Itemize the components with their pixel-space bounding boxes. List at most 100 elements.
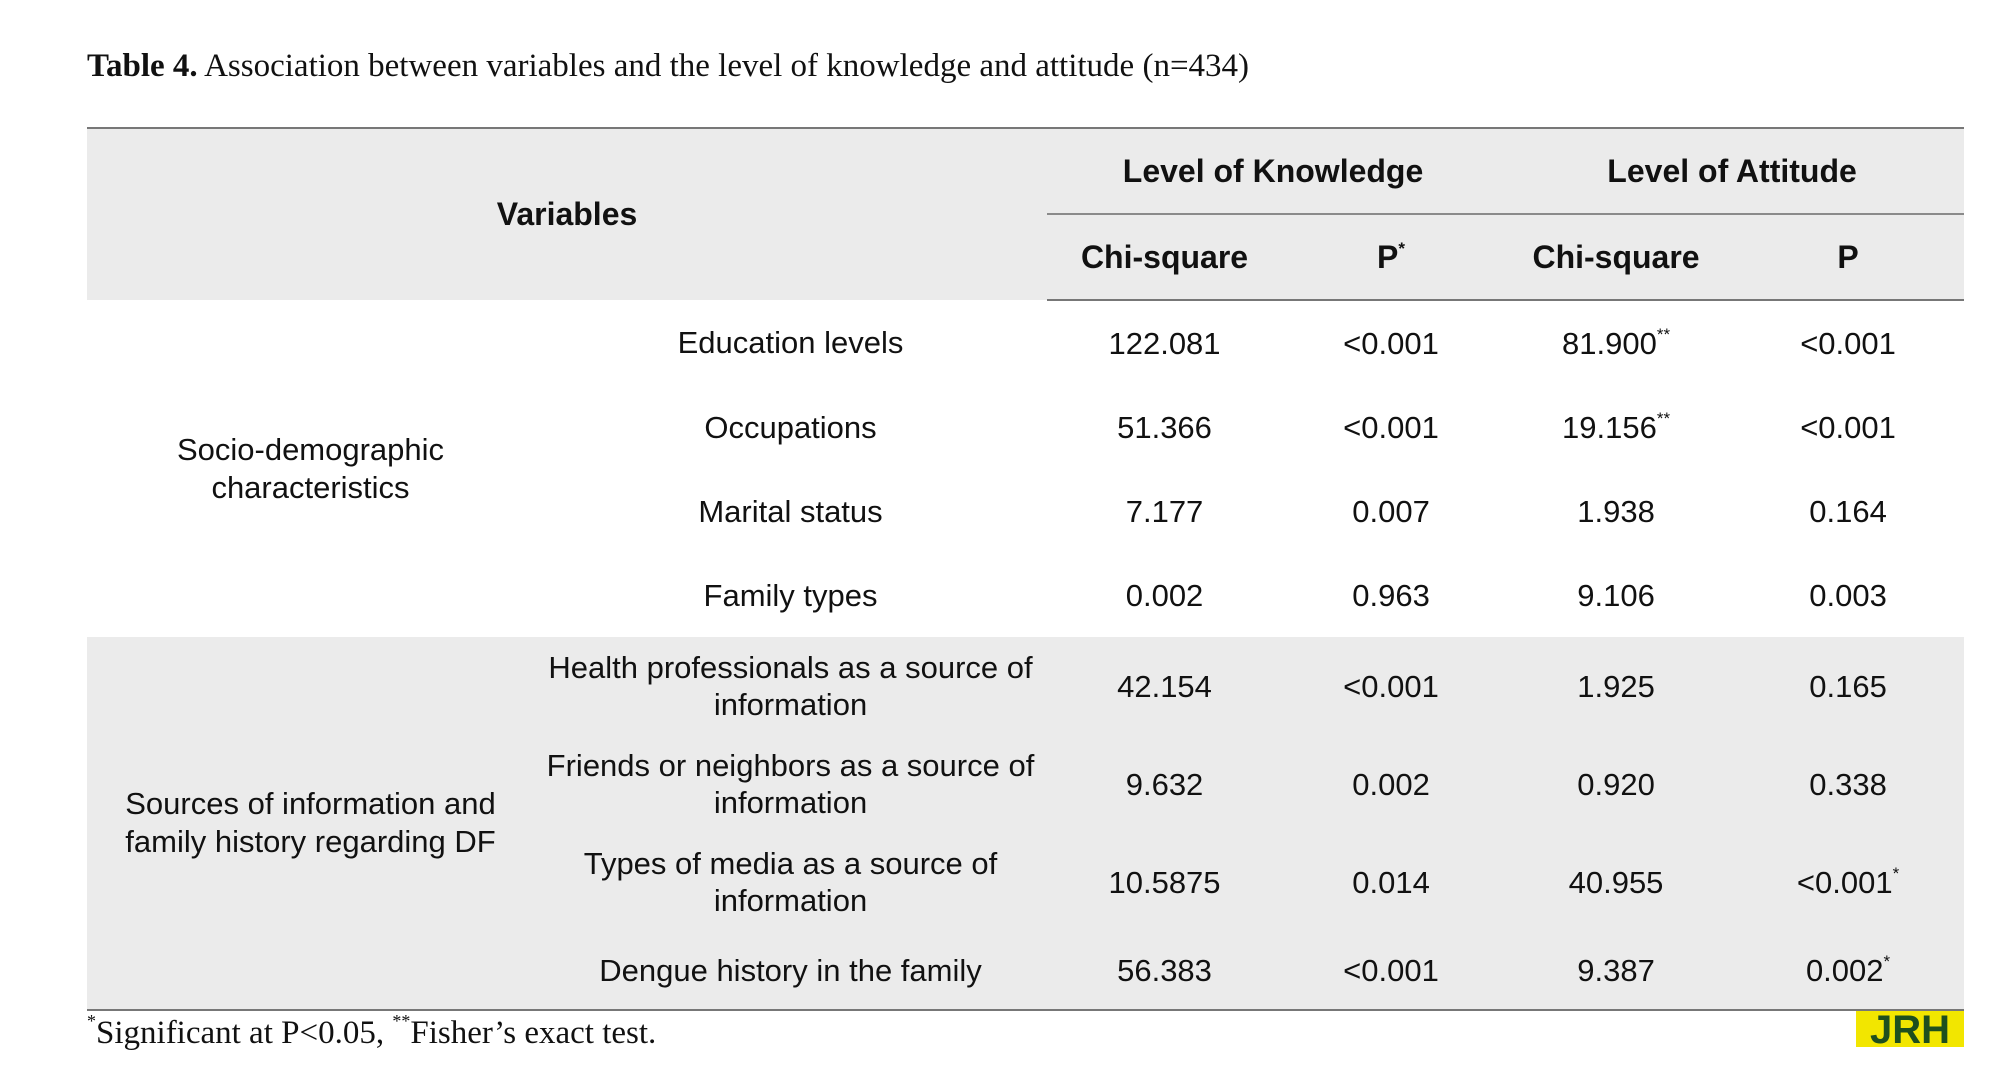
attitude-chi-square: 1.938 [1577,493,1655,529]
knowledge-p-value: 0.002 [1352,766,1430,802]
attitude-chi-square-cell: 1.938 [1500,469,1733,553]
header-knowledge-chi-square: Chi-square [1047,214,1283,301]
knowledge-p-value: 0.963 [1352,577,1430,613]
attitude-p-value-cell: <0.001 [1732,300,1965,385]
knowledge-chi-square: 51.366 [1117,409,1212,445]
attitude-chi-square-mark: ** [1656,408,1671,428]
knowledge-p-value-cell: <0.001 [1282,385,1501,469]
attitude-p-value-cell: 0.003 [1732,553,1965,637]
group-label-sociodemographic: Socio-demographic characteristics [87,300,534,637]
variable-name: Dengue history in the family [534,931,1048,1010]
attitude-p-value: 0.002 [1805,952,1884,988]
table-row: Socio-demographic characteristics Educati… [87,300,1965,637]
attitude-p-value-cell: 0.164 [1732,469,1965,553]
knowledge-chi-square: 56.383 [1117,952,1212,988]
attitude-p-value-cell: 0.338 [1732,735,1965,833]
jrh-logo: JRH [1856,1011,1964,1047]
variable-name: Friends or neighbors as a source of info… [534,735,1048,833]
knowledge-p-value-cell: 0.963 [1282,553,1501,637]
table-header: Variables Level of Knowledge Level of At… [87,128,1965,301]
knowledge-chi-square-cell: 42.154 [1047,637,1283,735]
knowledge-chi-square-cell: 56.383 [1047,931,1283,1010]
knowledge-p-value-cell: 0.014 [1282,833,1501,931]
table-footnote: *Significant at P<0.05, **Fisher’s exact… [87,1012,657,1052]
association-table: Variables Level of Knowledge Level of At… [87,127,1965,1011]
knowledge-p-value-cell: <0.001 [1282,931,1501,1010]
attitude-p-value: 0.165 [1809,668,1887,704]
footnote-mark-1: * [87,1011,96,1031]
attitude-chi-square-mark: ** [1656,324,1671,344]
knowledge-p-value-cell: 0.002 [1282,735,1501,833]
variable-name: Marital status [534,469,1048,553]
table-container: Variables Level of Knowledge Level of At… [87,127,1965,1011]
header-variables: Variables [496,196,638,232]
header-knowledge-p-mark: * [1398,238,1405,258]
attitude-p-value: <0.001 [1800,325,1896,361]
table-row: Family types 0.002 0.963 9.106 0.003 [87,553,1965,637]
attitude-p-value: <0.001 [1800,409,1896,445]
attitude-chi-square-cell: 9.387 [1500,931,1733,1010]
table-row: Friends or neighbors as a source of info… [87,735,1965,833]
attitude-p-value-mark: * [1883,951,1891,971]
attitude-p-value: 0.003 [1809,577,1887,613]
knowledge-p-value-cell: <0.001 [1282,300,1501,385]
knowledge-p-value-cell: <0.001 [1282,637,1501,735]
group-sociodemographic: Socio-demographic characteristics Educati… [87,300,1965,637]
knowledge-chi-square-cell: 7.177 [1047,469,1283,553]
table-caption-label: Table 4. [87,48,198,84]
attitude-chi-square-cell: 40.955 [1500,833,1733,931]
attitude-p-value: 0.164 [1809,493,1887,529]
attitude-chi-square: 0.920 [1577,766,1655,802]
attitude-chi-square: 1.925 [1577,668,1655,704]
attitude-chi-square-cell: 81.900** [1500,300,1733,385]
attitude-p-value: 0.338 [1809,766,1887,802]
table-row: Marital status 7.177 0.007 1.938 0.164 [87,469,1965,553]
table-caption: Table 4. Association between variables a… [87,48,1249,85]
group-label-sources-of-information: Sources of information and family histor… [87,637,534,1010]
attitude-chi-square: 19.156 [1562,409,1657,445]
footnote-text-2: Fisher’s exact test. [410,1015,657,1051]
knowledge-p-value: <0.001 [1343,325,1439,361]
header-level-of-knowledge: Level of Knowledge [1047,128,1501,215]
knowledge-p-value: <0.001 [1343,668,1439,704]
group-sources-of-information: Sources of information and family histor… [87,637,1965,1010]
variable-name: Occupations [534,385,1048,469]
knowledge-p-value: <0.001 [1343,952,1439,988]
header-level-of-attitude: Level of Attitude [1500,128,1965,215]
attitude-p-value-cell: 0.002* [1732,931,1965,1010]
attitude-chi-square: 81.900 [1562,325,1657,361]
knowledge-chi-square-cell: 122.081 [1047,300,1283,385]
variable-name: Types of media as a source of informatio… [534,833,1048,931]
footnote-mark-2: ** [392,1011,411,1031]
table-row: Sources of information and family histor… [87,637,1965,1010]
attitude-p-value: <0.001 [1796,864,1893,900]
knowledge-p-value: 0.014 [1352,864,1430,900]
attitude-chi-square-cell: 19.156** [1500,385,1733,469]
jrh-logo-text: JRH [1870,1011,1950,1047]
knowledge-chi-square: 7.177 [1125,493,1204,529]
knowledge-chi-square: 122.081 [1108,325,1221,361]
knowledge-p-value: <0.001 [1343,409,1439,445]
knowledge-chi-square-cell: 10.5875 [1047,833,1283,931]
attitude-chi-square-cell: 1.925 [1500,637,1733,735]
attitude-chi-square: 40.955 [1568,864,1664,900]
variable-name: Health professionals as a source of info… [534,637,1048,735]
knowledge-chi-square: 9.632 [1125,766,1204,802]
table-row: Dengue history in the family 56.383 <0.001… [87,931,1965,1010]
attitude-chi-square-cell: 9.106 [1500,553,1733,637]
header-knowledge-p: P* [1282,214,1501,301]
knowledge-chi-square-cell: 9.632 [1047,735,1283,833]
knowledge-p-value: 0.007 [1352,493,1430,529]
knowledge-chi-square: 42.154 [1117,668,1212,704]
attitude-p-value-cell: 0.165 [1732,637,1965,735]
table-row: Types of media as a source of informatio… [87,833,1965,931]
table-caption-text: Association between variables and the le… [204,48,1250,84]
knowledge-chi-square: 0.002 [1125,577,1204,613]
attitude-chi-square: 9.387 [1577,952,1655,988]
variable-name: Family types [534,553,1048,637]
knowledge-chi-square-cell: 0.002 [1047,553,1283,637]
table-row: Occupations 51.366 <0.001 19.156** <0.001 [87,385,1965,469]
header-attitude-chi-square: Chi-square [1500,214,1733,301]
knowledge-chi-square-cell: 51.366 [1047,385,1283,469]
header-attitude-p: P [1732,214,1965,301]
